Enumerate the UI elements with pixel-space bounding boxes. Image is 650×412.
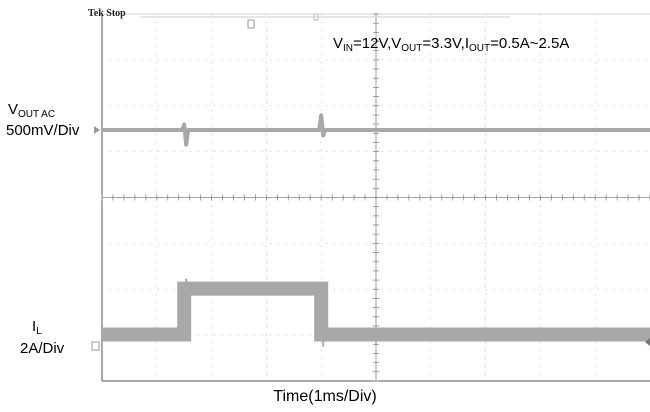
waveform-traces [102,113,650,347]
ch2-scale: 2A/Div [20,340,65,357]
markers [91,13,650,351]
ch2-name: IL [32,318,42,337]
il-trace [102,281,650,342]
scope-status: Tek Stop [88,8,126,19]
ch1-scale: 500mV/Div [6,122,80,139]
vout-ac-trace [102,113,650,147]
ch2-ground-marker [91,341,100,351]
test-conditions: VIN=12V,VOUT=3.3V,IOUT=0.5A~2.5A [333,35,570,54]
trigger-position-marker [247,19,255,29]
x-axis-label: Time(1ms/Div) [273,388,377,405]
ch1-name: VOUT AC [8,101,56,120]
trigger-level-marker [645,338,650,346]
ch1-ground-marker [94,126,100,134]
